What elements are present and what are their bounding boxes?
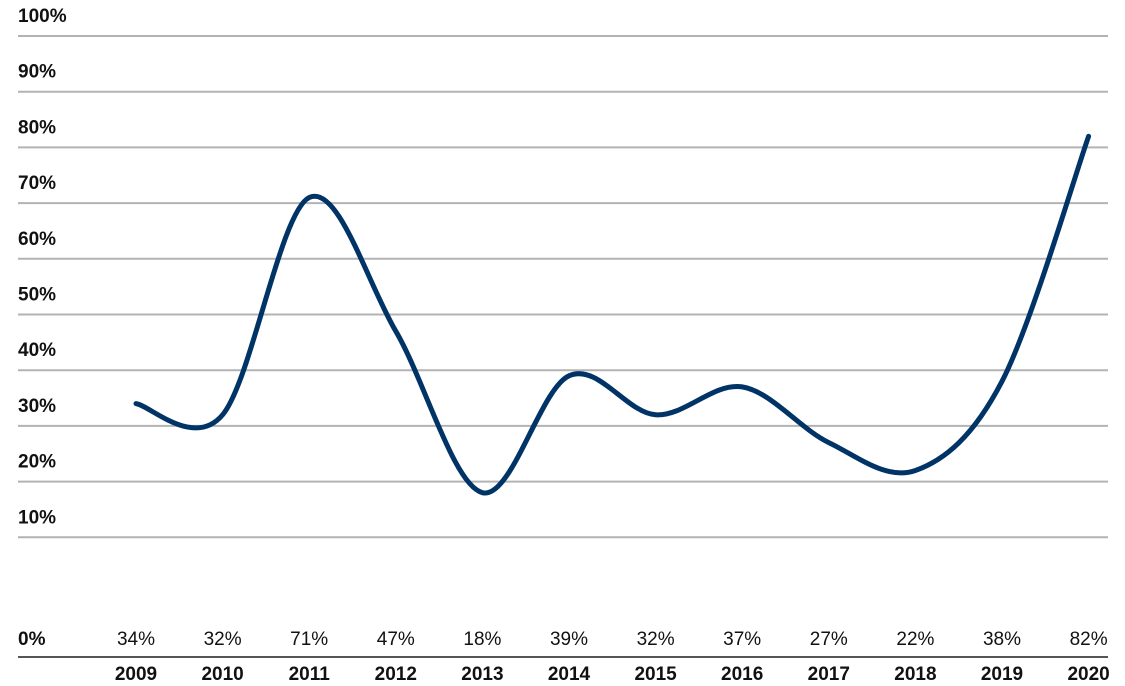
x-tick-label: 2010 (201, 664, 243, 685)
y-tick-label: 20% (18, 452, 56, 473)
y-tick-label: 80% (18, 117, 56, 138)
value-label: 37% (723, 629, 761, 650)
y-tick-label: 10% (18, 507, 56, 528)
y-tick-label: 100% (18, 6, 67, 27)
value-label: 38% (983, 629, 1021, 650)
x-tick-label: 2019 (981, 664, 1023, 685)
y-tick-label: 40% (18, 340, 56, 361)
x-tick-label: 2015 (634, 664, 677, 685)
value-label: 34% (117, 629, 155, 650)
x-tick-label: 2013 (461, 664, 503, 685)
value-label: 32% (204, 629, 242, 650)
gridlines (18, 35, 1108, 539)
x-tick-label: 2011 (289, 664, 331, 685)
value-label: 82% (1070, 629, 1108, 650)
value-label: 18% (463, 629, 501, 650)
value-label: 47% (377, 629, 415, 650)
x-tick-label: 2017 (808, 664, 850, 685)
y-tick-label: 70% (18, 173, 56, 194)
value-label: 32% (637, 629, 675, 650)
x-tick-label: 2018 (894, 664, 936, 685)
x-axis-ticks: 2009 2010 2011 2012 2013 2014 2015 2016 2017 2018… (115, 664, 1110, 685)
x-tick-label: 2009 (115, 664, 157, 685)
y-axis-ticks: 0% 10% 20% 30% 40% 50% 60% 70% 80% 90% 100% (18, 6, 67, 650)
x-tick-label: 2014 (548, 664, 591, 685)
x-tick-label: 2012 (375, 664, 417, 685)
y-tick-label: 50% (18, 285, 56, 306)
y-tick-label: 30% (18, 396, 56, 417)
y-tick-label: 90% (18, 62, 56, 83)
x-tick-label: 2020 (1067, 664, 1109, 685)
y-tick-label: 60% (18, 229, 56, 250)
value-label: 27% (810, 629, 848, 650)
value-labels: 34% 32% 71% 47% 18% 39% 32% 37% 27% 22% 38% 82% (117, 629, 1108, 650)
y-tick-label: 0% (18, 629, 46, 650)
x-tick-label: 2016 (721, 664, 763, 685)
value-label: 39% (550, 629, 588, 650)
value-label: 22% (896, 629, 934, 650)
series-line (133, 133, 1092, 496)
value-label: 71% (290, 629, 328, 650)
